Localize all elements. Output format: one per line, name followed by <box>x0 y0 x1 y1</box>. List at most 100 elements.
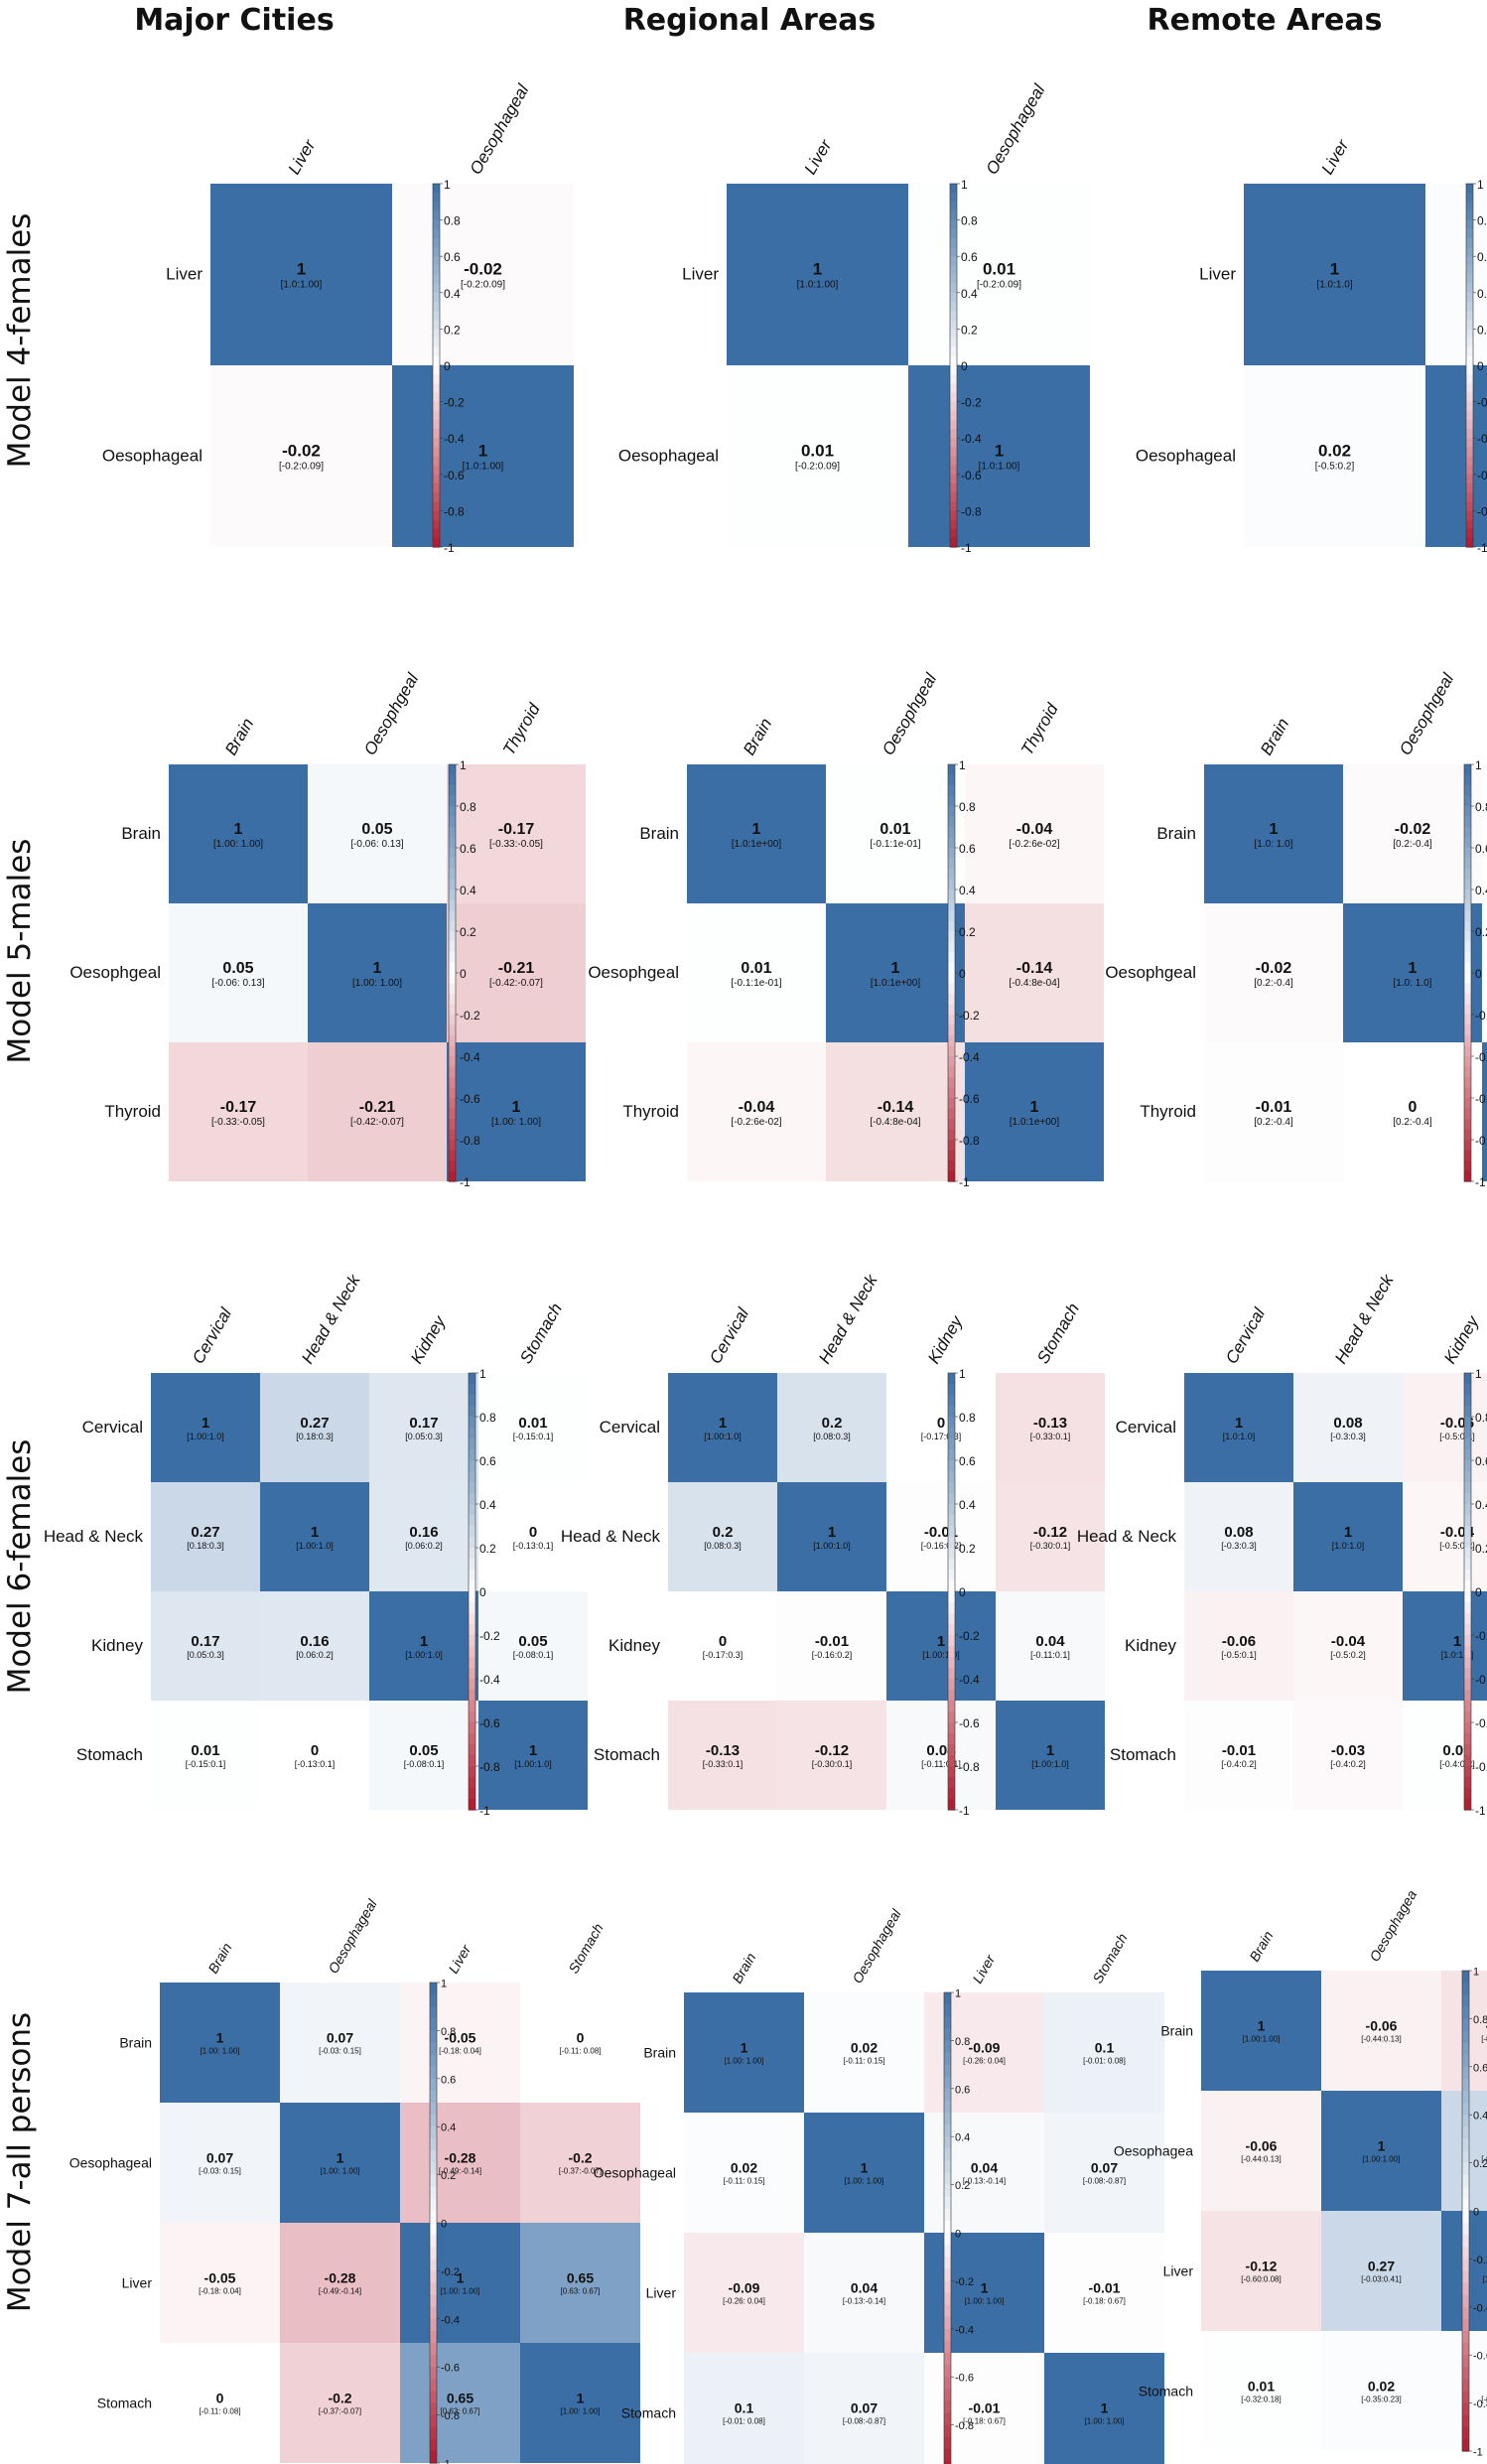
col-axis-label: Liver <box>801 135 837 178</box>
cell-ci: [1.00: 1.00] <box>491 1117 541 1128</box>
colorbar-tick-label: -0.2 <box>444 396 465 410</box>
cell-value: -0.02 <box>1256 960 1292 977</box>
colorbar: 1 0.8 0.6 0.4 0.2 0 -0.2 -0.4 -0.6 -0.8 -1 <box>1463 758 1487 1189</box>
colorbar-segment <box>469 1428 475 1439</box>
colorbar-segment <box>944 2028 951 2041</box>
colorbar-segment <box>1462 1971 1469 1984</box>
cell-ci: [-0.5:0.2] <box>1315 462 1355 473</box>
colorbar-segment <box>469 1580 475 1592</box>
colorbar-segment <box>944 2136 951 2149</box>
heatmap-cell-liver-liver <box>210 184 392 365</box>
cell-value: -0.12 <box>815 1742 849 1759</box>
colorbar-segment <box>948 910 955 922</box>
cell-ci: [-0.42:-0.07] <box>350 1117 404 1128</box>
colorbar-segment <box>449 931 456 943</box>
colorbar-segment <box>449 1077 456 1089</box>
colorbar-segment <box>1464 837 1471 849</box>
cell-ci: [1.00: 1.00] <box>320 2167 359 2176</box>
colorbar-tick-label: -0.8 <box>955 2420 974 2432</box>
heatmap-cell-oesophageal-liver <box>400 2103 520 2223</box>
colorbar-segment <box>1464 1668 1471 1680</box>
colorbar-segment <box>433 392 440 403</box>
colorbar-segment <box>449 764 456 776</box>
cell-ci: [-0.60:0.08] <box>1481 2035 1487 2044</box>
colorbar-segment <box>1464 941 1471 953</box>
colorbar-segment <box>1464 1428 1471 1439</box>
colorbar-segment <box>1464 1438 1471 1450</box>
colorbar-tick-label: 0.6 <box>441 2074 456 2086</box>
colorbar-segment <box>469 1471 475 1483</box>
cell-ci: [-0.5:0.2] <box>1330 1650 1366 1660</box>
colorbar-tick-label: 0.4 <box>460 884 476 897</box>
colorbar-segment <box>430 2210 437 2224</box>
heatmap-cell-cervical-stomach <box>478 1373 588 1482</box>
panel-r3-c0: 1[1.00: 1.00]0.07[-0.03: 0.15]-0.05[-0.1… <box>69 1896 640 2464</box>
colorbar-segment <box>950 401 957 412</box>
colorbar-segment <box>449 1004 456 1016</box>
colorbar-segment <box>948 1744 955 1756</box>
cell-ci: [1.00: 1.00] <box>440 2287 479 2296</box>
cell-ci: [-0.03: 0.15] <box>319 2047 361 2056</box>
heatmap-cell-oesophageal-stomach <box>1044 2113 1164 2233</box>
cell-value: 0.04 <box>971 2160 998 2176</box>
panel-r1-c1: 1[1.0:1e+00]0.01[-0.1:1e-01]-0.04[-0.2:6… <box>588 669 1104 1189</box>
colorbar-tick-label: -1 <box>1473 2447 1483 2459</box>
colorbar-segment <box>1466 410 1473 421</box>
colorbar-tick-label: -0.4 <box>441 2314 460 2326</box>
colorbar-segment <box>469 1526 475 1538</box>
colorbar-segment <box>948 879 955 890</box>
colorbar-segment <box>944 2412 951 2426</box>
heatmap-cell-stomach-oesophageal <box>280 2343 400 2463</box>
cell-value: 0.17 <box>409 1415 438 1432</box>
col-axis-label: Liver <box>445 1941 474 1976</box>
cell-ci: [-0.2:0.09] <box>461 280 505 291</box>
colorbar-segment <box>469 1744 475 1756</box>
row-axis-label: Thyroid <box>104 1102 161 1121</box>
colorbar-tick-label: 0.2 <box>441 2170 456 2182</box>
cell-ci: [-0.13:0.1] <box>295 1759 336 1769</box>
colorbar-segment <box>948 962 955 974</box>
colorbar-segment <box>948 1098 955 1110</box>
colorbar-segment <box>948 1066 955 1078</box>
colorbar-segment <box>469 1460 475 1472</box>
cell-value: -0.14 <box>878 1099 914 1116</box>
cell-value: -0.01 <box>1256 1099 1292 1116</box>
heatmap-cell-stomach-cervical <box>1184 1701 1293 1810</box>
heatmap-cell-thyroid-thyroid <box>965 1042 1104 1181</box>
heatmap-cell-head-neck-cervical <box>1184 1482 1293 1591</box>
cell-ci: [1.00:1.0] <box>187 1432 224 1441</box>
colorbar-segment <box>433 501 440 511</box>
panels-group: 1[1.0:1.00]-0.02[-0.2:0.09]-0.02[-0.2:0.… <box>44 80 1487 2464</box>
cell-ci: [-0.4:0.2] <box>1221 1759 1257 1769</box>
cell-ci: [-0.49:-0.14] <box>319 2287 361 2296</box>
colorbar-segment <box>944 2208 951 2222</box>
colorbar-tick-label: 0.4 <box>1473 2111 1487 2122</box>
colorbar-segment <box>469 1722 475 1734</box>
heatmap-cell-kidney-stomach <box>996 1591 1105 1701</box>
colorbar-segment <box>944 2448 951 2462</box>
cell-ci: [-0.2:6e-02] <box>731 1117 781 1128</box>
col-axis-label: Thyroid <box>499 700 544 758</box>
colorbar-segment <box>1466 320 1473 330</box>
colorbar-segment <box>430 2006 437 2019</box>
colorbar-segment <box>1462 2174 1469 2188</box>
colorbar-segment <box>950 429 957 439</box>
colorbar-tick-label: 1 <box>444 178 451 192</box>
row-axis-label: Brain <box>639 824 679 843</box>
colorbar-segment <box>1462 2042 1469 2056</box>
cell-ci: [-0.08:0.1] <box>513 1650 554 1660</box>
cell-ci: [1.0: 1.0] <box>1255 839 1293 850</box>
cell-value: 0 <box>719 1633 727 1650</box>
colorbar-segment <box>944 2245 951 2258</box>
colorbar-segment <box>948 1690 955 1702</box>
heatmap-cell-kidney-head-neck <box>1293 1591 1403 1701</box>
cell-ci: [-0.2:0.09] <box>795 462 840 473</box>
cell-ci: [0.06:0.2] <box>296 1650 334 1660</box>
colorbar-tick-label: 0.8 <box>959 800 976 814</box>
row-axis-label: Cervical <box>600 1418 660 1437</box>
header-regional-areas: Regional Areas <box>623 3 877 38</box>
colorbar-segment <box>1464 1788 1471 1800</box>
cell-value: -0.2 <box>568 2150 592 2166</box>
colorbar-segment <box>948 1777 955 1789</box>
cell-ci: [-0.01: 0.08] <box>723 2417 765 2426</box>
